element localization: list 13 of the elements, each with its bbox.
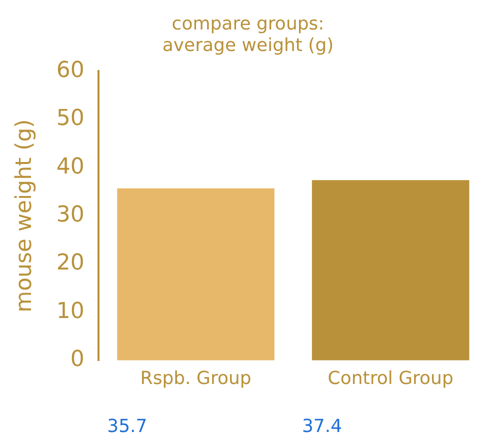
- y-tick-label: 20: [56, 250, 84, 276]
- x-tick-label: Control Group: [328, 368, 454, 389]
- x-tick-label: Rspb. Group: [140, 368, 252, 389]
- y-tick-label: 30: [56, 202, 84, 228]
- y-tick-label: 60: [56, 58, 84, 83]
- y-tick-label: 50: [56, 106, 84, 132]
- data-label: 37.4: [302, 416, 342, 437]
- y-tick-label: 10: [56, 298, 84, 324]
- y-tick-label: 40: [56, 154, 84, 180]
- chart-title: compare groups: average weight (g): [162, 13, 334, 56]
- y-axis-title: mouse weight (g): [12, 119, 37, 312]
- y-tick-label: 0: [70, 347, 84, 372]
- data-label: 35.7: [107, 416, 148, 437]
